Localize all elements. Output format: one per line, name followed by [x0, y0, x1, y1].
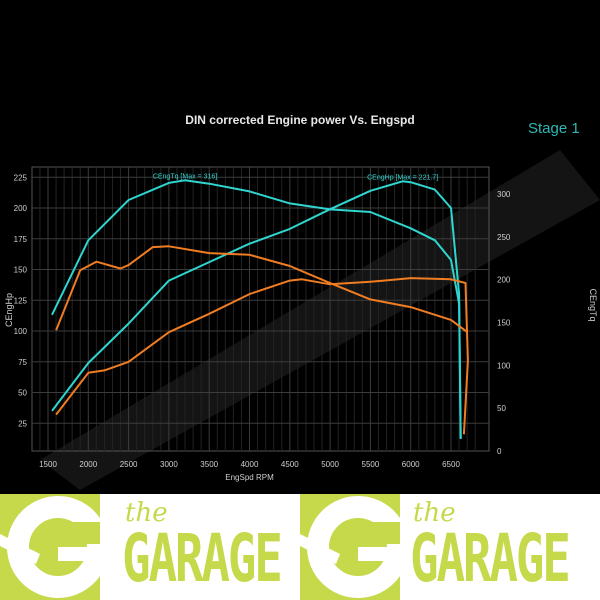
x-tick-label: 3000	[160, 460, 178, 469]
y-right-tick-label: 150	[497, 319, 511, 328]
y-right-tick-label: 200	[497, 276, 511, 285]
x-tick-label: 4000	[241, 460, 259, 469]
x-axis-label: EngSpd RPM	[225, 473, 274, 482]
max-annotation: CEngTq [Max = 316]	[153, 173, 217, 180]
logo-banner: the GARAGE the GARAGE	[0, 494, 600, 600]
y-right-tick-label: 100	[497, 361, 511, 370]
y-left-tick-label: 100	[14, 327, 28, 336]
watermark-band	[40, 150, 600, 490]
x-tick-label: 6000	[402, 460, 420, 469]
y-left-tick-label: 75	[18, 358, 27, 367]
g-wrench-logo	[0, 494, 109, 600]
y-left-tick-label: 25	[18, 419, 27, 428]
series-line-stage1_tq	[51, 179, 462, 440]
y-right-tick-label: 50	[497, 404, 506, 413]
x-tick-label: 1500	[39, 460, 57, 469]
series-line-stock_hp	[55, 277, 469, 435]
y-right-tick-label: 300	[497, 190, 511, 199]
logo-the-text: the	[413, 498, 456, 528]
stage-label: Stage 1	[528, 120, 580, 137]
x-tick-label: 2000	[79, 460, 97, 469]
y-left-tick-label: 175	[14, 235, 28, 244]
series-line-stock_tq	[55, 245, 468, 333]
y-right-axis-label: CEngTq	[588, 288, 598, 321]
logo-garage-text: GARAGE	[410, 520, 571, 597]
max-annotation: CEngHp [Max = 221.7]	[367, 174, 438, 181]
y-right-tick-label: 250	[497, 233, 511, 242]
chart-svg: 25 50 75 100 125 150 175 200 225 0 50 100 150 200 250 3…	[4, 150, 600, 490]
y-left-tick-label: 200	[14, 204, 28, 213]
y-left-tick-label: 225	[14, 173, 28, 182]
y-left-tick-label: 150	[14, 266, 28, 275]
logo-garage-text: GARAGE	[122, 520, 283, 597]
y-right-tick-label: 0	[497, 447, 502, 456]
x-tick-label: 2500	[120, 460, 138, 469]
y-left-axis-label: CEngHp	[4, 293, 14, 327]
chart-title: DIN corrected Engine power Vs. Engspd	[185, 113, 415, 127]
x-tick-label: 5500	[362, 460, 380, 469]
x-tick-label: 5000	[321, 460, 339, 469]
x-tick-label: 6500	[442, 460, 460, 469]
x-tick-label: 4500	[281, 460, 299, 469]
x-tick-label: 3500	[200, 460, 218, 469]
y-left-tick-label: 125	[14, 296, 28, 305]
plot-frame	[31, 166, 490, 452]
logo-the-text: the	[125, 498, 168, 528]
y-left-tick-label: 50	[18, 389, 27, 398]
g-wrench-logo	[300, 494, 409, 600]
